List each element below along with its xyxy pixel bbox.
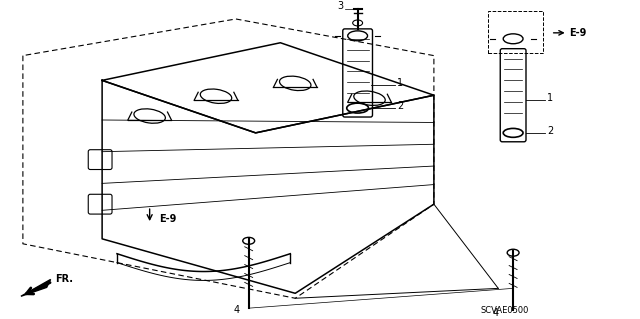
Text: 2: 2 [397, 101, 403, 111]
Text: 3: 3 [338, 1, 344, 11]
Text: 2: 2 [547, 126, 553, 136]
Bar [488, 11, 543, 53]
Text: 1: 1 [547, 93, 553, 103]
Text: FR.: FR. [56, 274, 74, 285]
Text: 4: 4 [234, 305, 240, 315]
Text: E-9: E-9 [159, 214, 177, 224]
Text: SCVAE0500: SCVAE0500 [481, 306, 529, 315]
Text: 4: 4 [492, 308, 499, 318]
Text: 1: 1 [397, 78, 403, 88]
Polygon shape [21, 279, 51, 296]
Text: E-9: E-9 [570, 28, 587, 38]
